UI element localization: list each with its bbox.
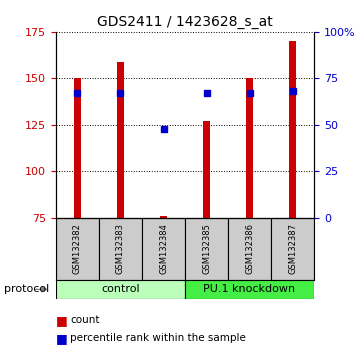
Text: GSM132382: GSM132382 [73,223,82,274]
Text: protocol: protocol [4,284,49,295]
Text: count: count [70,315,100,325]
Bar [117,62,124,218]
Text: GSM132384: GSM132384 [159,223,168,274]
Text: control: control [101,284,140,295]
Text: ■: ■ [56,314,68,327]
Bar [271,218,314,280]
Bar [185,218,228,280]
Title: GDS2411 / 1423628_s_at: GDS2411 / 1423628_s_at [97,16,273,29]
Bar [99,218,142,280]
Bar [228,218,271,280]
Bar [289,41,296,218]
Bar [203,121,210,218]
Bar [56,218,99,280]
Text: GSM132387: GSM132387 [288,223,297,274]
Bar [246,78,253,218]
Bar [160,216,168,218]
Bar [142,218,185,280]
Text: percentile rank within the sample: percentile rank within the sample [70,333,246,343]
Text: GSM132385: GSM132385 [202,223,211,274]
Text: ■: ■ [56,332,68,344]
Bar [185,280,314,299]
Text: GSM132386: GSM132386 [245,223,254,274]
Text: PU.1 knockdown: PU.1 knockdown [204,284,296,295]
Bar [74,78,81,218]
Text: GSM132383: GSM132383 [116,223,125,274]
Bar [56,280,185,299]
